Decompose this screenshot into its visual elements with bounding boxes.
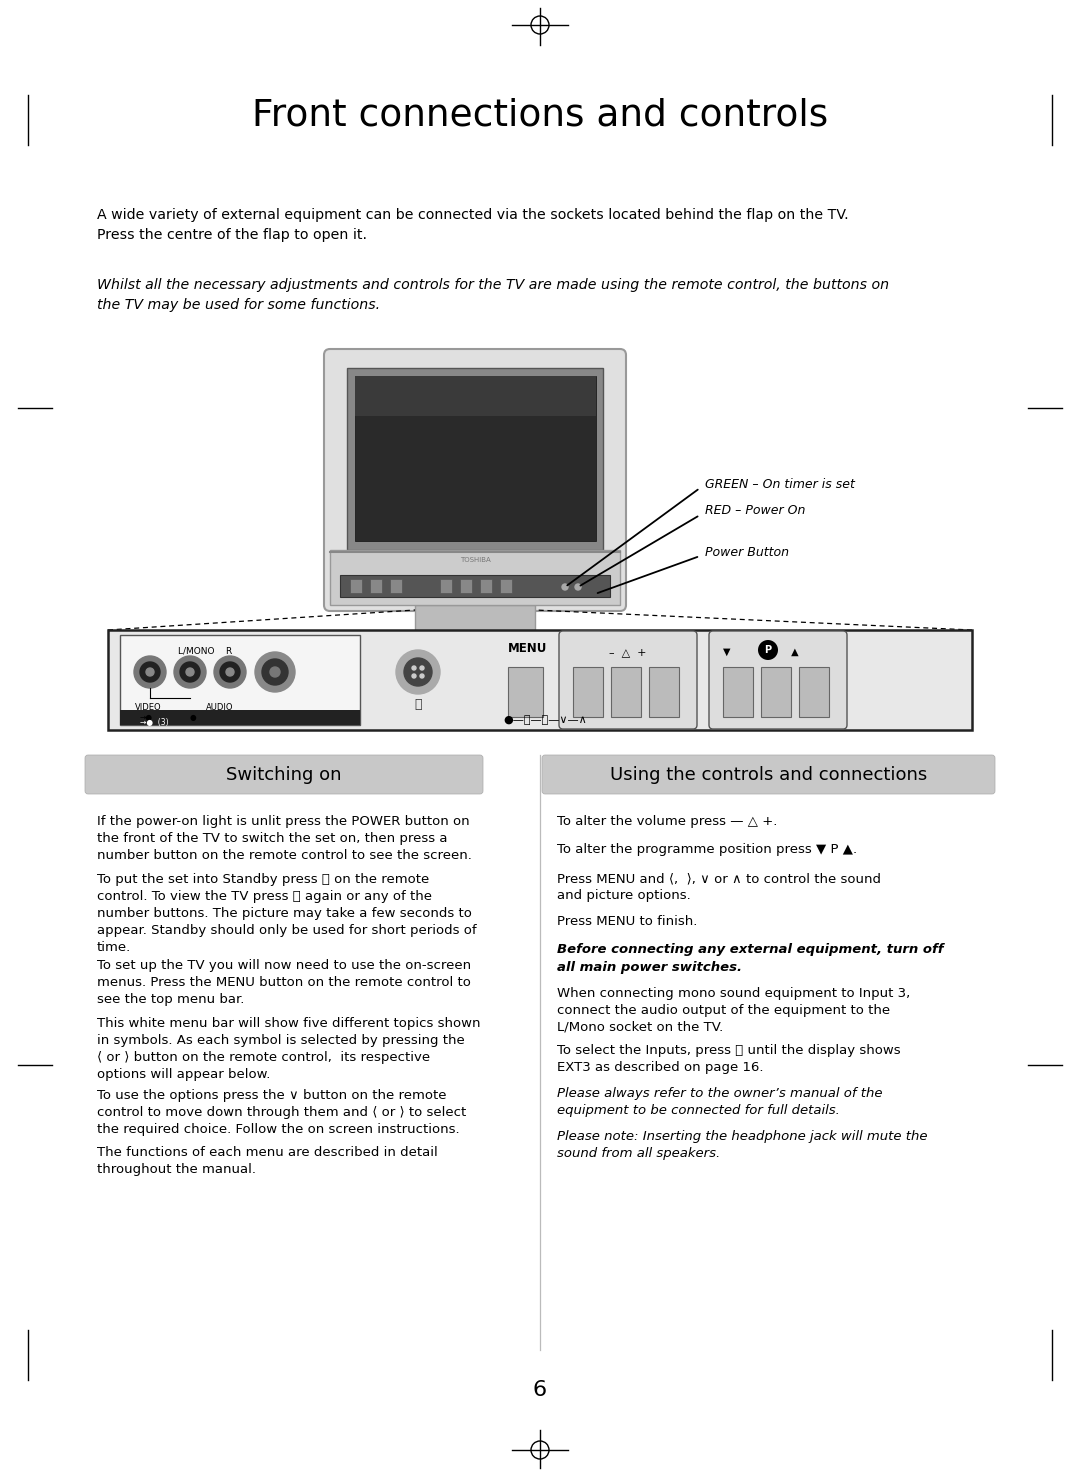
Text: This white menu bar will show five different topics shown
in symbols. As each sy: This white menu bar will show five diffe… <box>97 1016 481 1081</box>
Text: Please note: Inserting the headphone jack will mute the
sound from all speakers.: Please note: Inserting the headphone jac… <box>557 1130 928 1161</box>
Text: L/MONO    R: L/MONO R <box>178 647 232 655</box>
Bar <box>480 579 492 594</box>
Text: ▼: ▼ <box>723 647 733 657</box>
Text: Front connections and controls: Front connections and controls <box>252 97 828 133</box>
Text: If the power-on light is unlit press the POWER button on
the front of the TV to : If the power-on light is unlit press the… <box>97 815 472 862</box>
Bar <box>508 667 543 717</box>
Text: Please always refer to the owner’s manual of the
equipment to be connected for f: Please always refer to the owner’s manua… <box>557 1087 882 1117</box>
Text: P: P <box>765 645 771 655</box>
Text: RED – Power On: RED – Power On <box>705 504 806 517</box>
Text: To alter the volume press — △ +.: To alter the volume press — △ +. <box>557 815 778 828</box>
Text: →●: →● <box>140 713 153 722</box>
Circle shape <box>174 655 206 688</box>
Circle shape <box>420 666 424 670</box>
Bar <box>440 579 453 594</box>
Text: 6: 6 <box>532 1380 548 1399</box>
Circle shape <box>180 661 200 682</box>
FancyBboxPatch shape <box>542 756 995 794</box>
Bar <box>649 667 679 717</box>
Circle shape <box>134 655 166 688</box>
Text: Switching on: Switching on <box>226 766 341 784</box>
Bar <box>573 667 603 717</box>
Text: MENU: MENU <box>508 642 548 655</box>
Bar <box>390 579 402 594</box>
Text: To alter the programme position press ▼ P ▲.: To alter the programme position press ▼ … <box>557 844 858 856</box>
Circle shape <box>146 667 154 676</box>
Text: 🎧: 🎧 <box>415 698 422 711</box>
Bar <box>120 635 360 725</box>
Text: Press MENU and ⟨,  ⟩, ∨ or ∧ to control the sound
and picture options.: Press MENU and ⟨, ⟩, ∨ or ∧ to control t… <box>557 872 881 901</box>
Text: A wide variety of external equipment can be connected via the sockets located be: A wide variety of external equipment can… <box>97 208 849 242</box>
Text: AUDIO: AUDIO <box>206 703 233 711</box>
Bar <box>500 579 512 594</box>
Bar <box>355 376 596 541</box>
Bar <box>723 667 753 717</box>
Circle shape <box>220 661 240 682</box>
Text: To put the set into Standby press ⏻ on the remote
control. To view the TV press : To put the set into Standby press ⏻ on t… <box>97 872 476 955</box>
FancyBboxPatch shape <box>85 756 483 794</box>
Bar <box>370 579 382 594</box>
Circle shape <box>214 655 246 688</box>
Circle shape <box>562 583 568 591</box>
Text: →●  (3): →● (3) <box>140 717 168 726</box>
Text: When connecting mono sound equipment to Input 3,
connect the audio output of the: When connecting mono sound equipment to … <box>557 987 910 1034</box>
Bar <box>350 579 362 594</box>
Circle shape <box>420 675 424 678</box>
Circle shape <box>140 661 160 682</box>
FancyBboxPatch shape <box>559 630 697 729</box>
Text: The functions of each menu are described in detail
throughout the manual.: The functions of each menu are described… <box>97 1146 437 1177</box>
Bar <box>402 655 434 688</box>
Circle shape <box>411 675 416 678</box>
Bar <box>347 368 603 549</box>
Circle shape <box>404 658 432 686</box>
Text: TOSHIBA: TOSHIBA <box>460 557 490 563</box>
Bar <box>340 574 610 597</box>
Circle shape <box>262 658 288 685</box>
Circle shape <box>226 667 234 676</box>
Bar <box>799 667 829 717</box>
Text: To select the Inputs, press ⭯ until the display shows
EXT3 as described on page : To select the Inputs, press ⭯ until the … <box>557 1044 901 1074</box>
Circle shape <box>758 639 778 660</box>
Bar <box>460 579 472 594</box>
Circle shape <box>270 667 280 678</box>
Text: –  △  +: – △ + <box>609 647 647 657</box>
Text: ▲: ▲ <box>788 647 798 657</box>
Text: To use the options press the ∨ button on the remote
control to move down through: To use the options press the ∨ button on… <box>97 1089 467 1136</box>
Text: VIDEO: VIDEO <box>135 703 161 711</box>
Text: Before connecting any external equipment, turn off
all main power switches.: Before connecting any external equipment… <box>557 944 944 974</box>
Text: ●: ● <box>190 713 197 722</box>
FancyBboxPatch shape <box>324 349 626 611</box>
Bar <box>108 630 972 731</box>
Bar <box>120 710 360 725</box>
Circle shape <box>575 583 581 591</box>
Text: Power Button: Power Button <box>705 545 789 558</box>
Bar <box>761 667 791 717</box>
Text: GREEN – On timer is set: GREEN – On timer is set <box>705 477 855 491</box>
Circle shape <box>255 653 295 692</box>
Bar <box>611 667 642 717</box>
FancyBboxPatch shape <box>708 630 847 729</box>
Circle shape <box>411 666 416 670</box>
Text: ●—〈—〉—∨—∧: ●—〈—〉—∨—∧ <box>503 714 586 725</box>
Bar <box>415 605 535 635</box>
Bar <box>355 376 596 415</box>
Text: Using the controls and connections: Using the controls and connections <box>610 766 927 784</box>
Text: Whilst all the necessary adjustments and controls for the TV are made using the : Whilst all the necessary adjustments and… <box>97 278 889 311</box>
Text: To set up the TV you will now need to use the on-screen
menus. Press the MENU bu: To set up the TV you will now need to us… <box>97 959 471 1006</box>
Circle shape <box>396 650 440 694</box>
Bar <box>330 549 620 605</box>
Circle shape <box>186 667 194 676</box>
Text: Press MENU to finish.: Press MENU to finish. <box>557 915 698 928</box>
